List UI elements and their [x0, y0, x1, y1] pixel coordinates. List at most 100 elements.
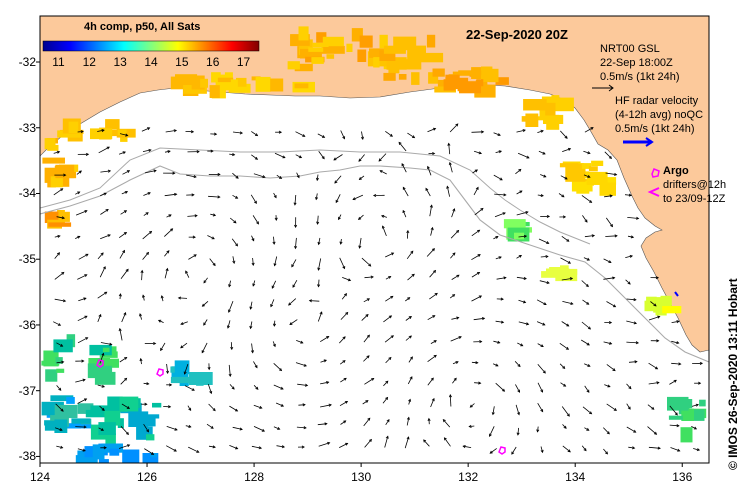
current-vector-head — [239, 131, 244, 135]
current-vector — [471, 295, 482, 302]
current-vector-head — [522, 129, 526, 133]
current-vector-head — [497, 340, 501, 344]
x-tick-label: 124 — [29, 470, 51, 484]
current-vector — [581, 280, 589, 287]
current-vector — [604, 384, 611, 388]
current-vector — [298, 404, 306, 406]
current-vector — [119, 250, 125, 259]
current-vector — [161, 295, 164, 302]
current-vector-head — [390, 335, 394, 339]
current-vector — [407, 273, 415, 281]
current-vector — [449, 394, 452, 407]
current-vector — [562, 148, 571, 152]
current-vector-head — [256, 221, 259, 225]
current-vector — [333, 154, 343, 161]
current-vector-head — [402, 186, 406, 190]
current-vector — [56, 361, 64, 364]
current-vector — [202, 300, 209, 307]
current-vector — [648, 382, 659, 385]
nrt-legend: NRT00 GSL 22-Sep 18:00Z 0.5m/s (1kt 24h) — [600, 42, 679, 84]
current-vector — [118, 151, 126, 155]
current-vector — [402, 210, 407, 218]
current-vector — [340, 238, 342, 245]
sst-cell — [432, 68, 445, 77]
current-vector-head — [446, 185, 450, 189]
current-vector — [648, 316, 660, 321]
current-vector — [208, 445, 216, 448]
current-vector-head — [563, 383, 567, 387]
current-vector-head — [278, 176, 283, 179]
current-vector-head — [503, 276, 507, 280]
current-vector-head — [546, 214, 551, 218]
sst-cell — [102, 347, 110, 353]
current-vector-head — [174, 427, 178, 431]
current-vector-head — [452, 252, 456, 256]
current-vector-head — [517, 412, 520, 416]
current-vector-head — [60, 188, 64, 192]
y-tick-label: -33 — [18, 120, 36, 135]
current-vector-head — [326, 336, 330, 339]
current-vector-head — [386, 419, 390, 423]
current-vector — [339, 336, 346, 344]
current-vector-head — [429, 204, 433, 208]
current-vector-head — [477, 254, 481, 258]
current-vector-head — [334, 180, 338, 184]
current-vector-head — [190, 130, 195, 134]
current-vector-head — [432, 315, 436, 318]
current-vector — [494, 212, 506, 218]
current-vector-head — [608, 321, 613, 325]
current-vector — [54, 235, 60, 238]
hf-legend-line2: (4-12h avg) noQC — [615, 109, 704, 121]
current-vector-head — [378, 158, 382, 162]
colorbar-tick-label: 16 — [206, 55, 220, 69]
current-vector — [252, 257, 254, 266]
sst-cell — [255, 76, 271, 92]
current-vector — [493, 174, 503, 181]
nrt-legend-line1: NRT00 GSL — [600, 43, 660, 55]
current-vector-head — [281, 445, 285, 449]
current-vector-head — [358, 158, 362, 162]
current-vector-head — [207, 367, 211, 371]
sst-cell — [521, 116, 530, 122]
current-vector — [401, 163, 407, 173]
sst-cell — [146, 434, 155, 441]
current-vector — [626, 403, 631, 410]
y-tick-label: -34 — [18, 186, 36, 201]
current-vector — [56, 342, 63, 347]
current-vector — [430, 340, 437, 344]
current-vector — [671, 340, 679, 344]
current-vector — [122, 170, 130, 175]
current-vector-head — [634, 360, 638, 364]
current-vector-head — [474, 169, 479, 173]
current-vector — [517, 427, 519, 435]
current-vector — [408, 399, 411, 405]
current-vector — [514, 361, 521, 367]
current-vector-head — [520, 343, 524, 347]
current-vector — [252, 280, 256, 287]
current-vector — [538, 150, 546, 155]
current-vector-head — [122, 151, 126, 155]
sst-cell — [426, 34, 436, 48]
drifters-legend: drifters@12h to 23/09-12Z — [663, 178, 726, 206]
current-vector-head — [148, 148, 152, 152]
y-tick-label: -36 — [18, 317, 36, 332]
current-vector-head — [500, 297, 504, 301]
current-vector-head — [489, 450, 493, 454]
drifters-legend-line1: drifters@12h — [663, 179, 727, 191]
current-vector-head — [303, 363, 307, 367]
current-vector-head — [390, 295, 394, 299]
current-vector — [385, 252, 394, 258]
current-vector — [537, 402, 544, 412]
current-vector-head — [605, 451, 609, 455]
current-vector — [270, 299, 275, 307]
current-vector-head — [433, 269, 437, 274]
colorbar-tick-label: 14 — [144, 55, 158, 69]
current-vector-head — [427, 417, 431, 421]
current-vector-head — [495, 363, 499, 367]
current-vector-head — [193, 175, 197, 179]
current-vectors — [53, 123, 704, 455]
current-vector — [471, 131, 484, 133]
current-vector-head — [587, 326, 592, 330]
sst-cell — [47, 144, 59, 151]
current-vector — [382, 225, 387, 237]
